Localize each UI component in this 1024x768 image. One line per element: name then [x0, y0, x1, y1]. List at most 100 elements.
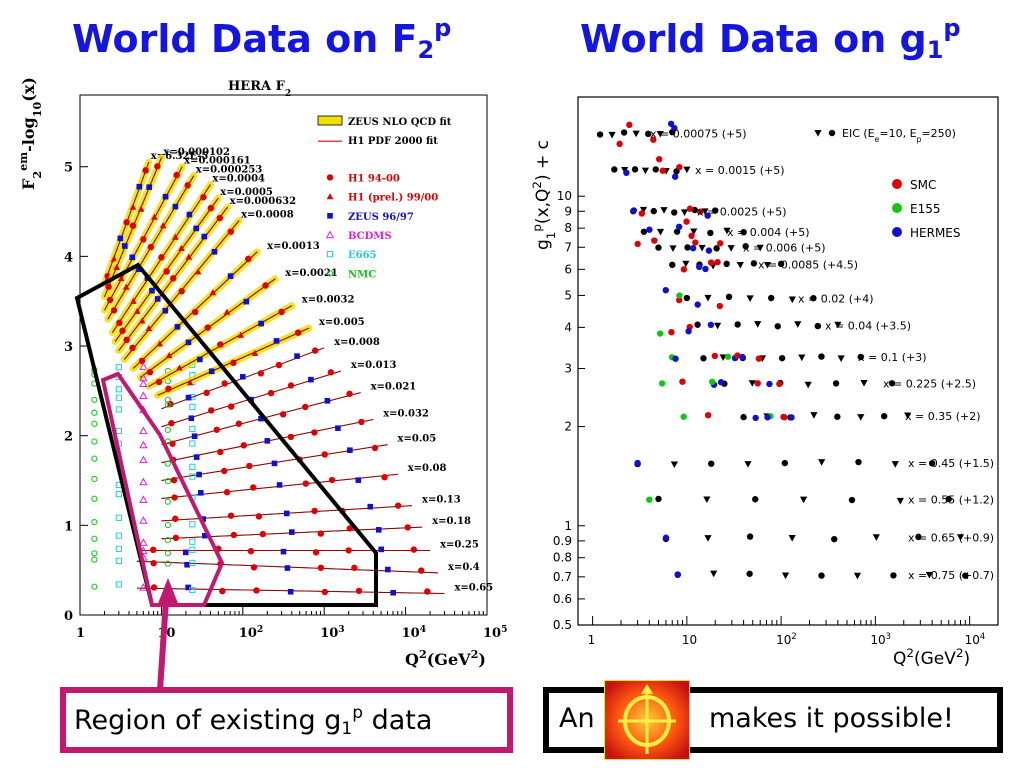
f2-data-point: [267, 389, 275, 397]
f2-fixed-target-point: [91, 420, 98, 427]
g1p-eic-point: [855, 458, 862, 466]
f2-data-point: [302, 403, 309, 411]
g1p-y-tick-label: 0.7: [553, 570, 572, 584]
g1p-eic-point: [744, 461, 752, 468]
f2-fixed-target-point: [115, 532, 122, 539]
f2-y-tick-label: 2: [64, 430, 73, 445]
f2-data-point: [146, 184, 153, 190]
f2-data-point: [355, 477, 362, 483]
f2-chart-title: HERA F2: [228, 79, 291, 99]
g1p-existing-point: [646, 226, 653, 233]
f2-plot-frame: [79, 94, 488, 616]
f2-data-point: [221, 380, 228, 387]
f2-data-point: [207, 204, 215, 212]
g1p-y-axis-label: g1p(x,Q2) + c: [530, 140, 558, 250]
f2-legend-item: BCDMS: [325, 230, 392, 242]
g1p-existing-point: [616, 140, 623, 148]
f2-data-point: [117, 235, 124, 242]
f2-data-point: [106, 296, 114, 304]
g1p-x-tick-label: 102: [776, 631, 797, 647]
g1p-eic-point: [641, 167, 650, 175]
f2-data-point: [312, 549, 320, 556]
f2-bin-label: x=0.25: [440, 539, 479, 550]
g1p-eic-point: [818, 459, 826, 466]
g1p-eic-point: [596, 131, 604, 138]
f2-legend-item: H1 PDF 2000 fit: [318, 136, 438, 147]
f2-data-point: [259, 530, 267, 538]
title-g1p: World Data on g1p: [580, 14, 961, 64]
f2-data-point: [123, 336, 130, 344]
g1p-existing-point: [676, 292, 683, 299]
g1p-existing-point: [650, 136, 657, 143]
g1p-eic-point: [748, 380, 756, 387]
f2-fixed-target-point: [115, 545, 122, 552]
f2-data-point: [150, 584, 158, 591]
g1p-eic-point: [872, 534, 880, 541]
f2-legend-label: H1 PDF 2000 fit: [348, 136, 438, 147]
g1p-x-tick-label: 103: [870, 631, 891, 647]
f2-data-point: [345, 547, 352, 554]
f2-data-point: [394, 502, 402, 509]
g1p-eic-point: [631, 166, 639, 173]
f2-data-point: [140, 236, 147, 243]
f2-data-point: [324, 398, 331, 404]
f2-data-point: [253, 587, 260, 594]
g1p-eic-point: [798, 354, 806, 362]
f2-fixed-target-point: [139, 391, 148, 399]
g1p-eic-point: [945, 495, 952, 503]
g1p-eic-point: [632, 130, 640, 138]
f2-data-point: [378, 546, 385, 553]
f2-bin-label: x=0.008: [334, 337, 380, 348]
g1p-eic-point: [777, 260, 785, 268]
g1p-existing-point: [776, 380, 783, 388]
f2-fixed-target-point: [189, 403, 196, 411]
f2-fixed-target-point: [91, 409, 98, 416]
f2-legend-label: BCDMS: [348, 231, 392, 242]
f2-fixed-target-point: [115, 581, 122, 588]
f2-bin-label: x=0.000253: [196, 165, 263, 176]
f2-fixed-target-point: [189, 463, 196, 470]
g1p-existing-point: [680, 413, 687, 420]
g1p-bin-label: x = 0.00075 (+5): [650, 127, 747, 140]
callout-arrow-shaft: [157, 599, 169, 691]
f2-data-point: [404, 524, 411, 531]
f2-data-point: [208, 407, 215, 414]
g1p-existing-point: [655, 155, 663, 163]
f2-bin-label: x=0.05: [398, 434, 437, 445]
g1p-existing-point: [675, 296, 683, 304]
f2-fixed-target-point: [164, 521, 171, 529]
g1p-existing-point: [694, 301, 701, 308]
g1p-eic-point: [710, 570, 718, 578]
f2-data-point: [217, 341, 224, 348]
g1p-eic-point: [750, 260, 758, 267]
g1p-existing-point: [711, 352, 719, 360]
f2-data-point: [211, 249, 218, 255]
g1p-y-tick-label: 0.9: [553, 534, 572, 548]
f2-fixed-target-point: [115, 490, 122, 498]
f2-fixed-target-point: [115, 364, 122, 371]
f2-legend-label: E665: [348, 250, 377, 261]
g1p-eic-point: [656, 228, 665, 236]
g1p-eic-point: [704, 294, 712, 302]
callout-left-sup: p: [352, 703, 363, 723]
f2-data-point: [227, 512, 235, 519]
f2-fixed-target-point: [189, 559, 196, 567]
g1p-eic-point: [713, 245, 720, 252]
f2-bin-label: x=0.0008: [241, 210, 294, 221]
f2-data-point: [294, 353, 300, 359]
f2-data-point: [317, 530, 324, 537]
g1p-existing-point: [788, 414, 795, 421]
title-f2p-sub: 2: [417, 36, 435, 64]
g1p-existing-point: [755, 355, 763, 362]
f2-data-point: [302, 480, 310, 487]
f2-data-point: [201, 233, 208, 240]
f2-bin-label: x=0.4: [448, 562, 480, 573]
f2-data-point: [174, 324, 181, 330]
g1p-eic-point: [860, 380, 868, 387]
f2-data-point: [113, 263, 120, 271]
g1p-existing-point: [716, 240, 724, 247]
g1p-eic-point: [928, 460, 936, 467]
f2-data-point: [147, 243, 155, 251]
f2-data-point: [149, 546, 157, 554]
f2-data-point: [150, 560, 157, 567]
